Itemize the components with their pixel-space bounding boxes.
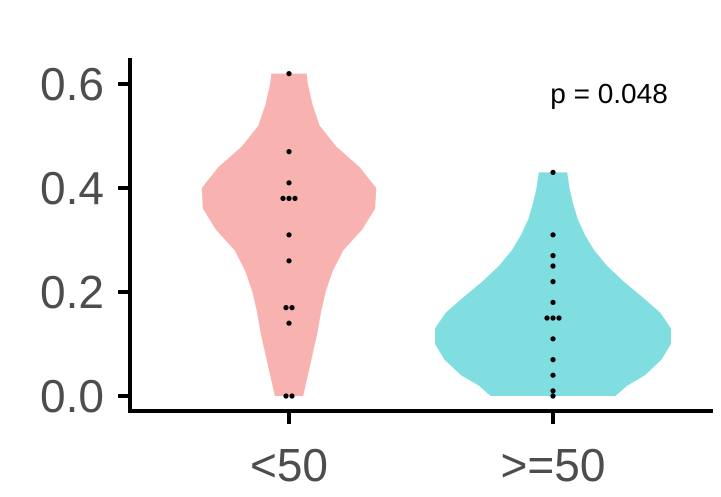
y-tick-label: 0.4	[40, 162, 104, 214]
data-point	[283, 393, 289, 399]
data-point	[286, 195, 292, 201]
data-point	[550, 315, 556, 321]
data-point	[550, 336, 556, 342]
violin-over-50	[435, 172, 671, 396]
data-point	[292, 195, 298, 201]
x-tick-label: >=50	[501, 439, 606, 491]
data-point	[550, 169, 556, 175]
data-point	[286, 258, 292, 264]
data-point	[286, 180, 292, 186]
data-point	[550, 263, 556, 269]
x-axis-ticks: <50 >=50	[250, 413, 605, 491]
y-tick-label: 0.6	[40, 58, 104, 110]
p-value-annotation: p = 0.048	[550, 78, 668, 109]
data-point	[286, 149, 292, 155]
data-point	[289, 305, 295, 311]
data-point	[286, 320, 292, 326]
data-point	[550, 299, 556, 305]
y-axis-ticks: 0.0 0.2 0.4 0.6	[40, 58, 130, 422]
data-point	[289, 393, 295, 399]
data-point	[550, 253, 556, 259]
data-point	[286, 232, 292, 238]
data-point	[550, 393, 556, 399]
violin-layer	[201, 73, 671, 396]
data-point	[556, 315, 562, 321]
data-point	[280, 195, 286, 201]
data-point	[544, 315, 550, 321]
data-point	[550, 372, 556, 378]
data-point	[283, 305, 289, 311]
y-tick-label: 0.2	[40, 266, 104, 318]
x-tick-label: <50	[250, 439, 328, 491]
data-point	[550, 232, 556, 238]
data-point	[550, 279, 556, 285]
y-tick-label: 0.0	[40, 370, 104, 422]
data-point	[286, 71, 292, 77]
data-point	[550, 357, 556, 363]
data-point	[550, 388, 556, 394]
point-layer	[280, 71, 562, 399]
